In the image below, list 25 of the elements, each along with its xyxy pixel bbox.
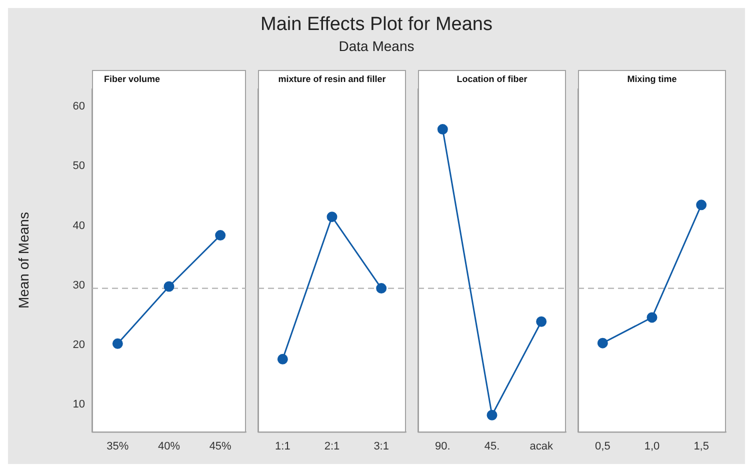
x-tick-label: acak [530,440,554,452]
chart-title: Location of fiber [456,74,528,84]
x-tick-label: 1,5 [694,440,709,452]
chart-title: mixture of resin and filler [278,74,386,84]
x-tick-label: 90. [435,440,450,452]
y-tick-label: 30 [72,279,85,292]
y-tick-label: 50 [72,160,85,172]
y-tick-label: 20 [72,338,85,351]
x-tick-label: 45% [209,440,232,452]
chart-title: Fiber volume [104,74,160,84]
x-tick-label: 2:1 [324,440,340,452]
y-axis-title: Mean of Means [15,212,32,309]
y-tick-label: 10 [72,398,85,410]
x-tick-label: 1:1 [275,440,290,452]
text: Main Effects Plot for Means [260,14,494,36]
x-tick-label: 3:1 [374,440,389,452]
y-tick-label: 40 [72,220,85,232]
x-tick-label: 0,5 [595,440,610,452]
y-tick-label: 60 [72,100,85,113]
x-tick-label: 35% [106,440,129,452]
x-tick-label: 45. [484,440,500,452]
x-tick-label: 40% [158,440,180,452]
x-tick-label: 1,0 [644,440,660,452]
chart-title: Mixing time [627,74,677,84]
text: Data Means [338,38,416,54]
